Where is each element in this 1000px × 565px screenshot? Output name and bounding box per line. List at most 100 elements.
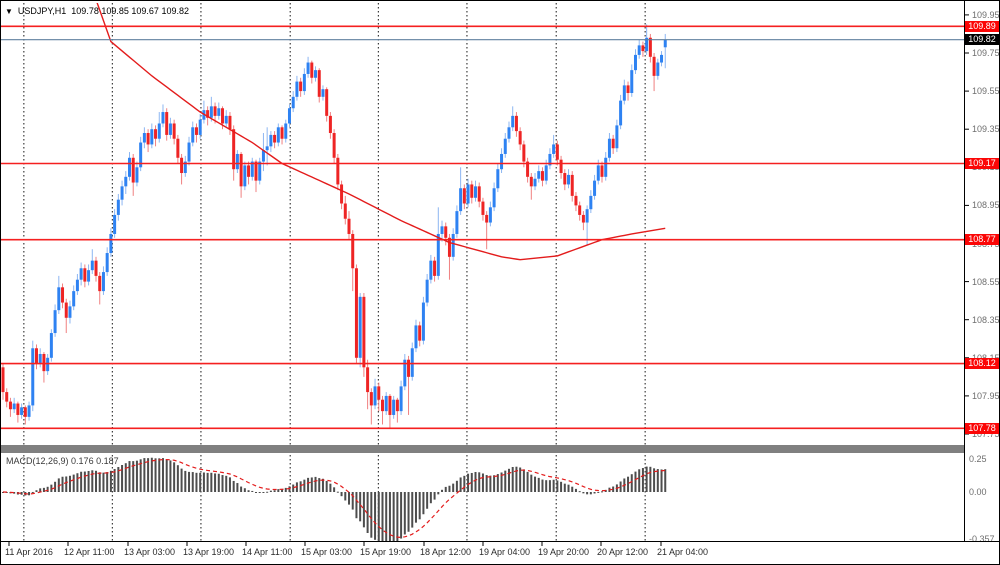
candle-bear bbox=[433, 260, 437, 276]
macd-histogram-bar bbox=[31, 491, 34, 493]
candle-bear bbox=[540, 171, 544, 181]
candle-bear bbox=[310, 62, 314, 78]
macd-histogram-bar bbox=[225, 475, 228, 492]
macd-histogram-bar bbox=[392, 492, 395, 541]
macd-histogram-bar bbox=[400, 492, 403, 539]
macd-histogram-bar bbox=[321, 478, 324, 492]
macd-histogram-bar bbox=[161, 458, 164, 492]
macd-histogram-bar bbox=[329, 483, 332, 492]
candle-bear bbox=[34, 348, 38, 364]
macd-histogram-bar bbox=[83, 471, 86, 492]
macd-histogram-bar bbox=[135, 460, 138, 492]
macd-histogram-bar bbox=[593, 492, 596, 494]
candle-bear bbox=[369, 392, 373, 406]
candle-bear bbox=[299, 81, 303, 92]
macd-histogram-bar bbox=[515, 466, 518, 492]
candle-bear bbox=[526, 161, 530, 177]
candle-bull bbox=[187, 142, 191, 162]
macd-histogram-bar bbox=[537, 477, 540, 492]
candle-bull bbox=[191, 127, 195, 143]
macd-histogram-bar bbox=[158, 458, 161, 492]
candle-bull bbox=[425, 279, 429, 303]
macd-histogram-bar bbox=[236, 483, 239, 492]
candle-bull bbox=[663, 39, 667, 48]
macd-histogram-bar bbox=[109, 470, 112, 492]
level-price-badge: 107.78 bbox=[965, 422, 999, 434]
macd-histogram-bar bbox=[627, 476, 630, 492]
candle-bear bbox=[555, 144, 559, 160]
candle-bull bbox=[127, 157, 131, 177]
candle-bull bbox=[139, 142, 143, 168]
macd-histogram-bar bbox=[210, 472, 213, 492]
macd-histogram-bar bbox=[340, 492, 343, 497]
macd-histogram-bar bbox=[61, 476, 64, 492]
macd-histogram-bar bbox=[522, 469, 525, 492]
candle-bull bbox=[607, 138, 611, 158]
time-tick-label: 13 Apr 19:00 bbox=[183, 547, 235, 557]
ohlc-low: 109.67 bbox=[131, 6, 159, 16]
time-tick-label: 19 Apr 20:00 bbox=[538, 547, 590, 557]
macd-histogram-bar bbox=[221, 475, 224, 492]
macd-histogram-bar bbox=[355, 492, 358, 519]
macd-histogram-bar bbox=[493, 475, 496, 492]
macd-histogram-bar bbox=[496, 474, 499, 492]
candle-bear bbox=[626, 85, 630, 94]
macd-histogram-bar bbox=[455, 480, 458, 492]
time-tick-label: 12 Apr 11:00 bbox=[64, 547, 115, 557]
time-tick-label: 15 Apr 19:00 bbox=[360, 547, 412, 557]
candle-bull bbox=[421, 302, 425, 341]
macd-histogram-bar bbox=[485, 475, 488, 492]
macd-histogram-bar bbox=[597, 491, 600, 493]
macd-histogram-bar bbox=[634, 471, 637, 492]
macd-histogram-bar bbox=[281, 488, 284, 492]
candle-bull bbox=[552, 144, 556, 154]
candle-bear bbox=[247, 165, 251, 177]
macd-histogram-bar bbox=[195, 472, 198, 492]
candle-bull bbox=[224, 115, 228, 124]
current-price-badge: 109.82 bbox=[965, 34, 999, 46]
candle-bull bbox=[20, 407, 24, 415]
level-price-badge: 109.17 bbox=[965, 157, 999, 169]
macd-histogram-bar bbox=[50, 484, 53, 492]
macd-histogram-bar bbox=[601, 491, 604, 493]
candle-bull bbox=[321, 89, 325, 97]
candle-bear bbox=[328, 115, 332, 134]
candle-bull bbox=[113, 214, 117, 234]
macd-histogram-bar bbox=[307, 477, 310, 492]
candle-bear bbox=[407, 359, 411, 377]
candle-bull bbox=[291, 96, 295, 109]
macd-histogram-bar bbox=[500, 472, 503, 492]
macd-histogram-bar bbox=[641, 468, 644, 492]
candle-bear bbox=[280, 127, 284, 139]
symbol-collapse-arrow-icon[interactable]: ▼ bbox=[5, 6, 13, 16]
macd-histogram-bar bbox=[284, 487, 287, 492]
candle-bull bbox=[198, 119, 202, 135]
macd-histogram-bar bbox=[191, 472, 194, 492]
candle-bull bbox=[630, 70, 634, 94]
macd-histogram-bar bbox=[318, 478, 321, 492]
candle-bear bbox=[395, 399, 399, 412]
candle-bull bbox=[637, 45, 641, 55]
macd-histogram-bar bbox=[534, 476, 537, 492]
macd-histogram-bar bbox=[511, 466, 514, 492]
candle-bull bbox=[101, 272, 105, 292]
candle-bull bbox=[287, 108, 291, 124]
macd-histogram-bar bbox=[266, 491, 269, 493]
candle-bear bbox=[325, 89, 329, 116]
candle-bear bbox=[317, 70, 321, 97]
macd-signal-value: 0.187 bbox=[96, 456, 119, 466]
macd-histogram-bar bbox=[13, 492, 16, 494]
candle-bull bbox=[105, 253, 109, 273]
pane-divider-handle[interactable] bbox=[1, 445, 964, 453]
candle-bear bbox=[98, 275, 102, 292]
macd-histogram-bar bbox=[645, 466, 648, 492]
macd-histogram-bar bbox=[403, 492, 406, 535]
candle-bear bbox=[522, 144, 526, 162]
macd-histogram-bar bbox=[68, 475, 71, 492]
candle-bull bbox=[135, 167, 139, 183]
candle-bear bbox=[206, 110, 210, 118]
candle-bear bbox=[5, 392, 9, 402]
candle-bear bbox=[343, 203, 347, 219]
